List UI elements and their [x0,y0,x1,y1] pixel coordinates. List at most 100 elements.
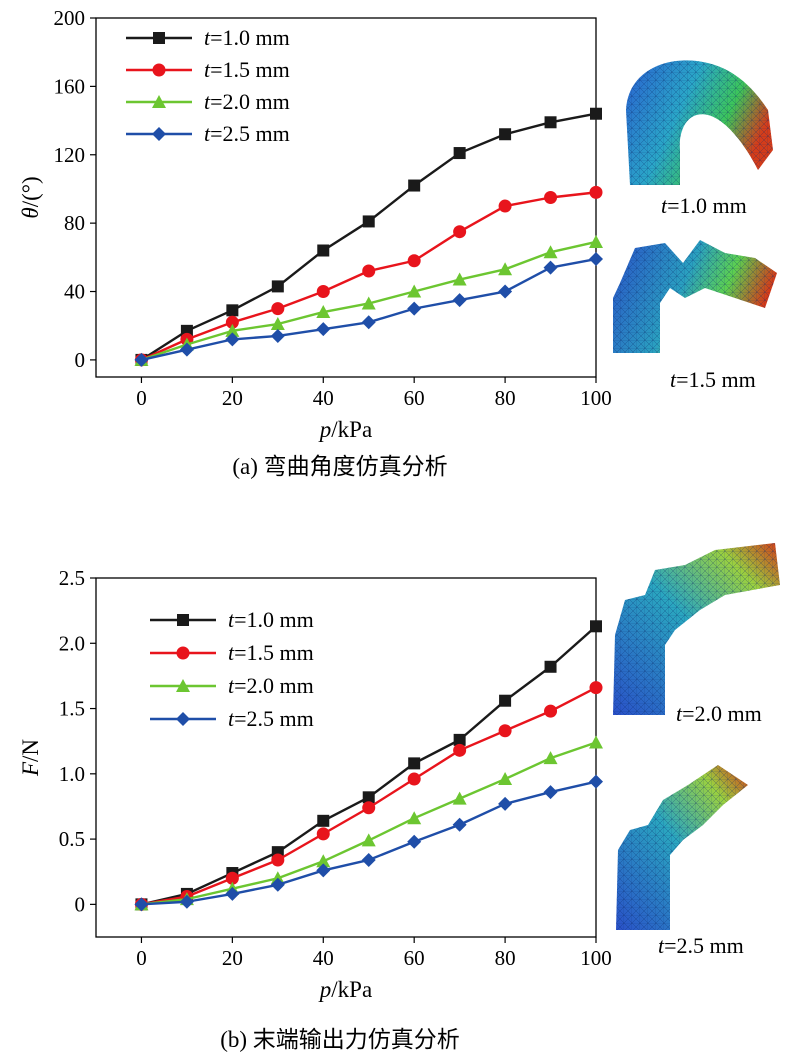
chart0-series-1-point [316,285,330,299]
sim-image-b1 [613,543,780,715]
chart1-ytick-label: 1.5 [59,697,85,721]
chart0-ytick-label: 0 [75,348,86,372]
chart0-series-3-point [543,260,558,275]
chart0-series-2-point [543,245,558,259]
chart0-series-3-point [452,293,467,308]
chart0-legend-0-label: t=1.0 mm [204,25,290,50]
sim-image-a2 [613,240,777,353]
chart0-series-2-point [452,272,467,286]
sim-image-b2 [616,765,748,930]
chart0-ytick-label: 120 [54,143,86,167]
chart1-series-2-point [543,751,558,765]
chart1-legend-3-marker [176,712,190,726]
chart1-series-1-point [544,704,558,718]
chart1-series-3-point [179,894,194,909]
chart1-series-2-point [316,854,331,868]
chart1-series-2-point [270,871,285,885]
chart1-series-2-point [407,811,422,825]
chart0-series-0-point [271,280,284,293]
chart1-series-0-point [317,814,330,827]
sim-label-a1: t=1.0 mm [661,193,747,218]
chart1-ytick-label: 0.5 [59,827,85,851]
chart0-series-3-point [361,315,376,330]
chart0-series-1-point [453,225,467,239]
chart1-series-0-point [499,694,512,707]
chart1-series-1-point [498,724,512,738]
chart1-series-3-point [316,863,331,878]
sim-label-b2: t=2.5 mm [658,933,744,958]
chart1-xlabel: p/kPa [318,977,372,1002]
chart1-series-3-point [270,877,285,892]
chart1-series-0-point [453,733,466,746]
chart0-legend-0-marker [153,32,165,44]
chart0-legend-3-label: t=2.5 mm [204,121,290,146]
chart0-series-1-point [589,185,603,199]
chart1-series-0-point [590,620,602,633]
chart1-series-3-point [452,817,467,832]
sim-image-a1 [626,60,773,186]
chart1-series-0-point [362,791,375,804]
chart1-series-1-point [271,853,285,867]
chart1-xtick-label: 100 [580,946,612,970]
chart0-ytick-label: 40 [64,280,85,304]
chart0-series-1-point [498,199,512,213]
chart1-series-2-point [452,791,467,805]
chart0-ytick-label: 160 [54,74,86,98]
chart1-series-3-point [543,785,558,800]
chart0-series-0-point [590,107,602,120]
chart0-series-0-point [362,215,375,228]
chart0-ytick-label: 200 [54,6,86,30]
chart1-ytick-label: 2.0 [59,631,85,655]
chart1-series-1-point [362,801,376,815]
chart0-ylabel: θ/(°) [18,176,43,218]
chart0-series-0-point [226,304,239,317]
chart0-series-1-point [544,191,558,204]
chart0-series-2-point [361,296,376,310]
chart0-ytick-label: 80 [64,211,85,235]
chart1-series-3-point [407,834,422,849]
chart1-legend-0-marker [177,614,189,626]
chart1-legend-2-marker [176,679,190,692]
chart0-series-1-point [271,302,285,316]
chart0-xtick-label: 20 [222,386,243,410]
chart0-series-2-point [225,323,240,337]
chart1-series-2-point [361,833,376,847]
chart0-xtick-label: 100 [580,386,612,410]
chart1-series-1-point [589,681,603,695]
sim-label-b1: t=2.0 mm [676,701,762,726]
chart0-series-1-point [407,254,421,268]
chart1-ytick-label: 1.0 [59,762,85,786]
chart1-xtick-label: 80 [495,946,516,970]
caption-a: (a) 弯曲角度仿真分析 [232,454,448,479]
chart1-legend-2-label: t=2.0 mm [228,673,314,698]
chart0-plot-frame [95,17,597,378]
chart0-xtick-label: 80 [495,386,516,410]
chart1-series-0-point [408,757,421,770]
chart1-plot-frame [95,577,597,938]
chart1-ytick-label: 0 [75,892,86,916]
chart0-series-3-point [316,322,331,337]
chart0-series-2-point [407,284,422,298]
chart0-series-0-point [453,147,466,160]
chart0-legend-1-label: t=1.5 mm [204,57,290,82]
chart0-series-0-point [499,128,512,141]
chart0-xtick-label: 0 [136,386,147,410]
chart0-series-3-point [589,252,603,267]
chart1-legend-1-label: t=1.5 mm [228,640,314,665]
chart0-series-3-point [134,352,149,367]
chart1-xtick-label: 60 [404,946,425,970]
chart0-series-3-point [407,301,422,316]
chart1-series-3-point [361,852,376,867]
chart0-series-0-point [317,244,330,257]
chart1-xtick-label: 20 [222,946,243,970]
chart1-series-1-point [407,772,421,786]
chart1-series-2-point [498,772,513,786]
chart1-legend-1-marker [176,646,190,660]
chart0-series-2-point [270,317,285,331]
chart0-xtick-label: 60 [404,386,425,410]
chart1-series-2-line [141,741,597,906]
chart0-series-2-point [498,262,513,276]
chart1-ylabel: F/N [18,739,43,777]
chart0-series-2-point [316,305,331,319]
